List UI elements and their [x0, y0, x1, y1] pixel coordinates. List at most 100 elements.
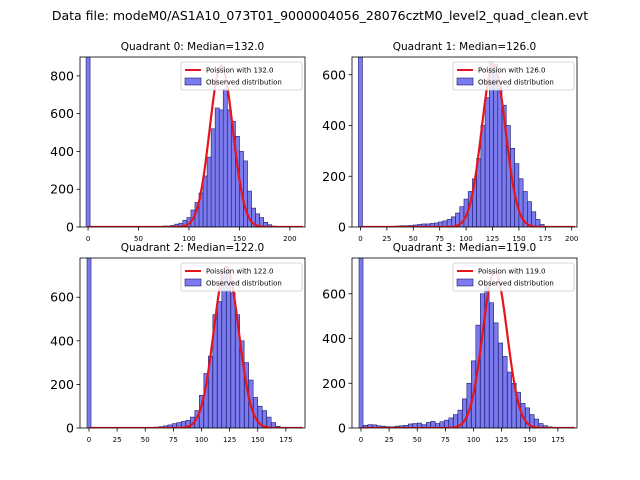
x-tick-label: 50 [141, 436, 150, 444]
y-tick-label: 0 [338, 421, 346, 436]
plot-area [86, 258, 303, 428]
histogram-bar [493, 322, 499, 428]
y-tick-label: 400 [50, 144, 74, 159]
x-tick-label: 150 [512, 235, 525, 243]
axes-frame [351, 56, 578, 228]
histogram-bar [221, 270, 227, 428]
histogram-bar-zero-spike [86, 258, 92, 428]
legend-observed-label: Observed distribution [206, 280, 282, 288]
legend-observed-swatch [456, 278, 474, 287]
histogram-bar [484, 97, 490, 227]
histogram-bar [222, 88, 228, 227]
x-tick-label: 150 [523, 436, 536, 444]
axes-frame [351, 257, 578, 429]
histogram-bar [480, 293, 485, 428]
histogram-bar [527, 201, 532, 227]
subplot-quadrant-0: 0 50 100 150 200 0 200 400 600 800 Quadrant 0: Med… [50, 41, 306, 243]
y-tick-label: 400 [322, 118, 346, 133]
legend-poisson-label: Poission with 122.0 [206, 268, 274, 276]
axes-frame [79, 56, 306, 228]
histogram-bar [497, 84, 503, 227]
y-tick-label: 0 [338, 220, 346, 235]
x-tick-label: 150 [251, 436, 264, 444]
x-tick-label: 125 [486, 235, 499, 243]
histogram-bar [210, 128, 216, 227]
x-tick-label: 175 [539, 235, 552, 243]
x-tick-label: 200 [565, 235, 578, 243]
legend-box [452, 61, 575, 91]
plot-area [358, 258, 575, 428]
legend-box [452, 262, 575, 292]
subplot-quadrant-2: 0 25 50 75 100 125 150 175 0 200 400 600 Quadrant 2:… [50, 242, 306, 444]
histogram-bar [507, 371, 512, 428]
x-tick-label: 25 [385, 436, 394, 444]
x-tick-label: 25 [382, 235, 391, 243]
x-tick-label: 200 [283, 235, 296, 243]
x-tick-label: 75 [435, 235, 444, 243]
legend-observed-label: Observed distribution [478, 280, 554, 288]
plot-area [358, 57, 575, 227]
histogram-bar [243, 160, 248, 227]
subplot-quadrant-1: 0 25 50 75 100 125 150 175 200 0 200 400 600 Quadrant… [322, 41, 578, 243]
y-tick-label: 600 [322, 67, 346, 82]
x-tick-label: 50 [413, 436, 422, 444]
subplot-title: Quadrant 1: Median=126.0 [393, 41, 536, 53]
x-tick-label: 100 [195, 436, 208, 444]
histogram-bar [539, 224, 545, 227]
x-tick-label: 100 [459, 235, 472, 243]
histogram-bar [498, 342, 503, 428]
y-tick-label: 200 [322, 169, 346, 184]
legend-observed-swatch [456, 77, 474, 86]
histogram-bar [202, 175, 208, 227]
subplots: 0 50 100 150 200 0 200 400 600 800 Quadrant 0: Med… [50, 41, 578, 444]
subplot-title: Quadrant 0: Median=132.0 [121, 41, 264, 53]
histogram-bar-zero-spike [358, 258, 364, 428]
x-tick-label: 100 [467, 436, 480, 444]
histogram-bar [535, 219, 541, 227]
histogram-bar-zero-spike [85, 57, 91, 227]
histogram-bar [217, 301, 222, 428]
x-tick-label: 0 [358, 235, 362, 243]
x-tick-label: 0 [87, 436, 91, 444]
subplot-title: Quadrant 2: Median=122.0 [121, 242, 264, 254]
y-tick-label: 400 [50, 333, 74, 348]
y-tick-label: 0 [66, 220, 74, 235]
histogram-bar [502, 356, 508, 428]
poisson-curve [89, 265, 303, 428]
histogram-bar [489, 302, 494, 428]
y-tick-label: 400 [322, 331, 346, 346]
x-tick-label: 100 [182, 235, 195, 243]
histogram-bar [214, 107, 220, 227]
x-tick-label: 150 [233, 235, 246, 243]
y-tick-label: 0 [66, 421, 74, 436]
histogram-bar [218, 109, 224, 227]
histogram-bar [226, 109, 232, 227]
histogram-bar [531, 211, 537, 227]
x-tick-label: 125 [495, 436, 508, 444]
y-tick-label: 600 [322, 286, 346, 301]
x-tick-label: 125 [223, 436, 236, 444]
legend-poisson-label: Poission with 126.0 [478, 67, 546, 75]
y-tick-label: 200 [50, 182, 74, 197]
histogram-bar-zero-spike [358, 57, 363, 227]
legend-observed-swatch [184, 77, 202, 86]
legend-box [180, 262, 303, 292]
x-tick-label: 0 [359, 436, 363, 444]
x-tick-label: 175 [551, 436, 564, 444]
y-tick-label: 200 [50, 377, 74, 392]
x-tick-label: 75 [169, 436, 178, 444]
figure-suptitle: Data file: modeM0/AS1A10_073T01_90000040… [52, 8, 588, 23]
y-tick-label: 200 [322, 376, 346, 391]
legend-observed-label: Observed distribution [206, 79, 282, 87]
y-tick-label: 600 [50, 290, 74, 305]
legend-poisson-label: Poission with 132.0 [206, 67, 274, 75]
histogram-bar [226, 272, 231, 428]
subplot-title: Quadrant 3: Median=119.0 [393, 242, 536, 254]
legend-poisson-label: Poission with 119.0 [478, 268, 546, 276]
legend-observed-swatch [184, 278, 202, 287]
subplot-quadrant-3: 0 25 50 75 100 125 150 175 0 200 400 600 Quadrant 3:… [322, 242, 578, 444]
histogram-bar [480, 125, 486, 227]
x-tick-label: 0 [86, 235, 90, 243]
axes-frame [79, 257, 306, 429]
